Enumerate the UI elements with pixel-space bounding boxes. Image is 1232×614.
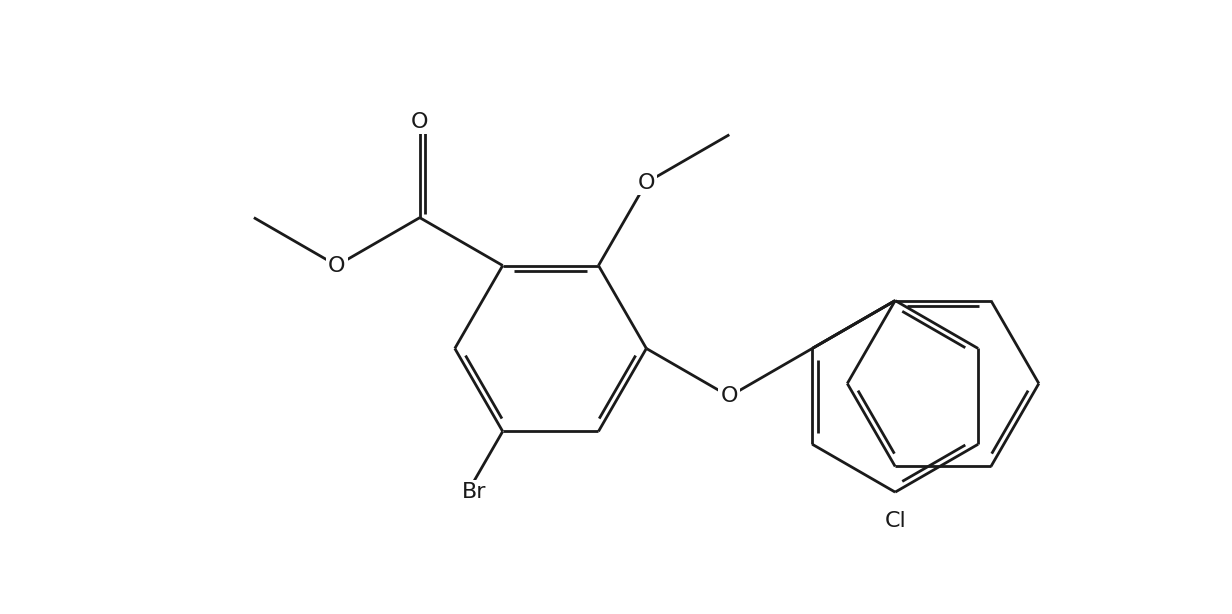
Text: O: O: [411, 112, 429, 132]
Text: Cl: Cl: [885, 511, 906, 531]
Text: O: O: [328, 255, 345, 276]
Text: O: O: [638, 173, 655, 193]
Text: O: O: [721, 386, 738, 406]
Text: Br: Br: [462, 483, 487, 502]
